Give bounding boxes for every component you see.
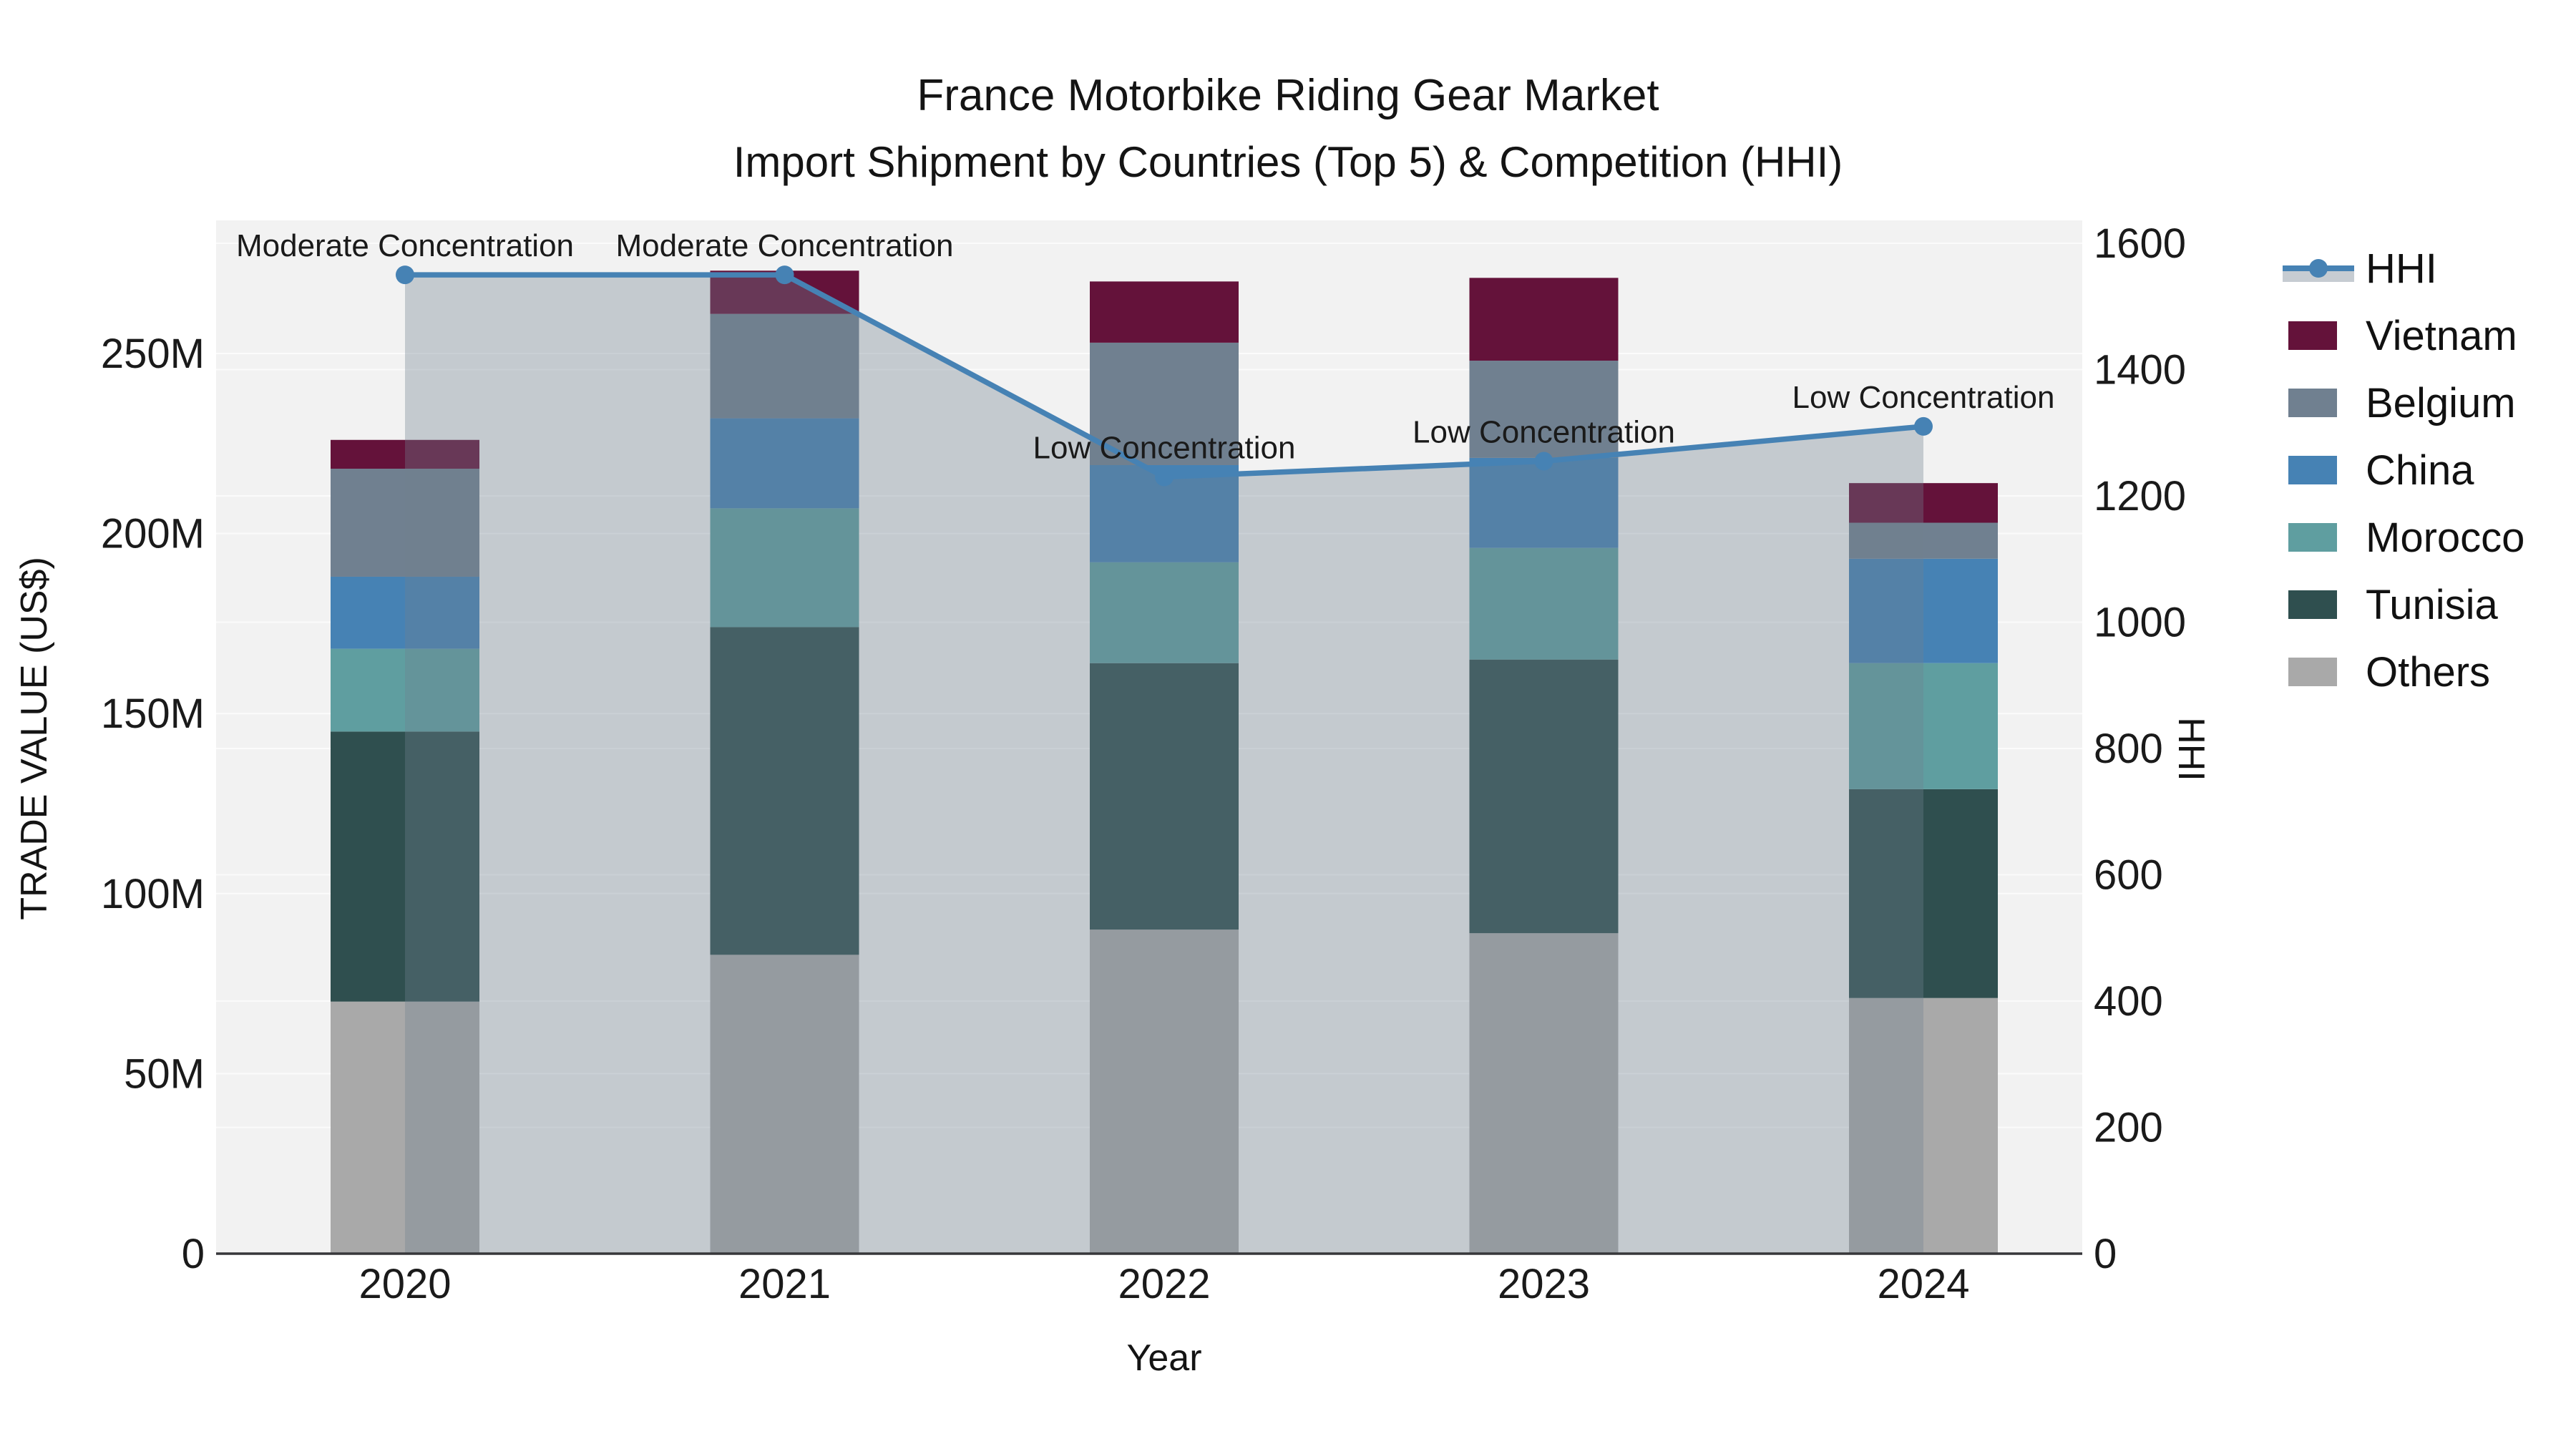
legend-label-china: China <box>2366 447 2474 494</box>
bar-2023-vietnam <box>1469 278 1619 361</box>
legend-swatch-icon <box>2283 319 2354 352</box>
legend-label-others: Others <box>2366 648 2491 696</box>
y-right-tick-600: 600 <box>2094 852 2163 899</box>
annotation-2022: Low Concentration <box>1033 431 1296 466</box>
y-right-tick-200: 200 <box>2094 1105 2163 1151</box>
y-right-tick-1000: 1000 <box>2094 600 2186 646</box>
legend-item-hhi[interactable]: HHI <box>2283 235 2524 302</box>
bar-2024-others <box>1849 997 1998 1254</box>
hhi-marker-2021 <box>775 265 794 285</box>
bar-2023-others <box>1469 933 1619 1254</box>
bar-2022-vietnam <box>1090 281 1239 343</box>
y-right-tick-1200: 1200 <box>2094 473 2186 519</box>
y-right-tick-400: 400 <box>2094 978 2163 1025</box>
hhi-marker-2024 <box>1914 416 1933 436</box>
legend-swatch-icon <box>2283 454 2354 487</box>
bar-2023-morocco <box>1469 547 1619 660</box>
bar-2024-morocco <box>1849 663 1998 789</box>
legend-label-hhi: HHI <box>2366 245 2437 292</box>
y-right-tick-1400: 1400 <box>2094 347 2186 394</box>
bar-2024-belgium <box>1849 522 1998 559</box>
legend-item-morocco[interactable]: Morocco <box>2283 504 2524 571</box>
bar-2020-morocco <box>331 648 479 732</box>
y-right-tick-800: 800 <box>2094 726 2163 772</box>
hhi-marker-2020 <box>396 265 414 285</box>
bar-2020-china <box>331 576 479 649</box>
x-tick-2024: 2024 <box>1877 1261 1969 1307</box>
y-left-tick-250M: 250M <box>101 331 205 377</box>
y-left-tick-50M: 50M <box>124 1050 205 1097</box>
bar-2021-belgium <box>710 313 859 419</box>
x-tick-2022: 2022 <box>1118 1261 1210 1307</box>
legend-color-swatch-tunisia <box>2288 590 2337 619</box>
annotation-2023: Low Concentration <box>1413 414 1675 449</box>
bar-2022-belgium <box>1090 342 1239 465</box>
bar-2020-others <box>331 1001 479 1254</box>
legend-color-swatch-others <box>2288 658 2337 686</box>
bar-2022-tunisia <box>1090 663 1239 930</box>
bar-2020-vietnam <box>331 439 479 469</box>
bar-2020-belgium <box>331 469 479 577</box>
bar-2022-morocco <box>1090 562 1239 663</box>
legend-label-tunisia: Tunisia <box>2366 581 2498 628</box>
bar-2021-morocco <box>710 508 859 628</box>
hhi-marker-2022 <box>1155 467 1174 487</box>
bar-2024-tunisia <box>1849 789 1998 998</box>
hhi-marker-swatch <box>2309 259 2328 278</box>
bar-2023-belgium <box>1469 361 1619 458</box>
legend-label-vietnam: Vietnam <box>2366 312 2517 359</box>
y-left-tick-200M: 200M <box>101 511 205 557</box>
legend-color-swatch-morocco <box>2288 523 2337 552</box>
legend-item-others[interactable]: Others <box>2283 638 2524 706</box>
bar-2024-vietnam <box>1849 483 1998 523</box>
legend-color-swatch-china <box>2288 456 2337 484</box>
bar-2021-china <box>710 418 859 509</box>
legend: HHI Vietnam Belgium China Morocco Tunisia Othe… <box>2283 235 2524 706</box>
legend-item-tunisia[interactable]: Tunisia <box>2283 571 2524 638</box>
bar-2024-china <box>1849 558 1998 663</box>
x-axis-title: Year <box>1126 1337 1202 1379</box>
legend-swatch-icon <box>2283 521 2354 554</box>
annotation-2021: Moderate Concentration <box>615 228 953 263</box>
legend-swatch-icon <box>2283 655 2354 688</box>
legend-swatch-icon <box>2283 588 2354 621</box>
legend-item-vietnam[interactable]: Vietnam <box>2283 302 2524 369</box>
legend-item-china[interactable]: China <box>2283 436 2524 504</box>
legend-color-swatch-vietnam <box>2288 321 2337 350</box>
x-tick-2020: 2020 <box>358 1261 451 1307</box>
bar-2022-others <box>1090 930 1239 1254</box>
hhi-line-swatch-icon <box>2283 252 2354 285</box>
annotation-2020: Moderate Concentration <box>236 228 574 263</box>
y-left-tick-100M: 100M <box>101 871 205 917</box>
bar-2023-tunisia <box>1469 659 1619 934</box>
x-tick-2023: 2023 <box>1498 1261 1590 1307</box>
annotation-2024: Low Concentration <box>1792 380 2055 415</box>
legend-item-belgium[interactable]: Belgium <box>2283 369 2524 436</box>
hhi-area-fill <box>405 275 1923 1254</box>
bar-2023-china <box>1469 457 1619 548</box>
bar-2020-tunisia <box>331 731 479 1002</box>
y-left-tick-150M: 150M <box>101 691 205 737</box>
y-right-tick-1600: 1600 <box>2094 220 2186 267</box>
bar-2021-tunisia <box>710 627 859 955</box>
chart-subtitle: Import Shipment by Countries (Top 5) & C… <box>733 138 1843 186</box>
y-axis-title-right: HHI <box>2170 717 2212 781</box>
chart-title: France Motorbike Riding Gear Market <box>917 71 1659 120</box>
legend-label-belgium: Belgium <box>2366 379 2516 426</box>
legend-label-morocco: Morocco <box>2366 514 2525 561</box>
legend-color-swatch-belgium <box>2288 389 2337 417</box>
y-axis-title-left: TRADE VALUE (US$) <box>14 557 55 920</box>
y-left-tick-0: 0 <box>182 1231 205 1277</box>
hhi-marker-2023 <box>1534 452 1553 471</box>
x-tick-2021: 2021 <box>738 1261 831 1307</box>
bar-2021-others <box>710 955 859 1254</box>
y-right-tick-0: 0 <box>2094 1231 2117 1277</box>
legend-swatch-icon <box>2283 386 2354 419</box>
